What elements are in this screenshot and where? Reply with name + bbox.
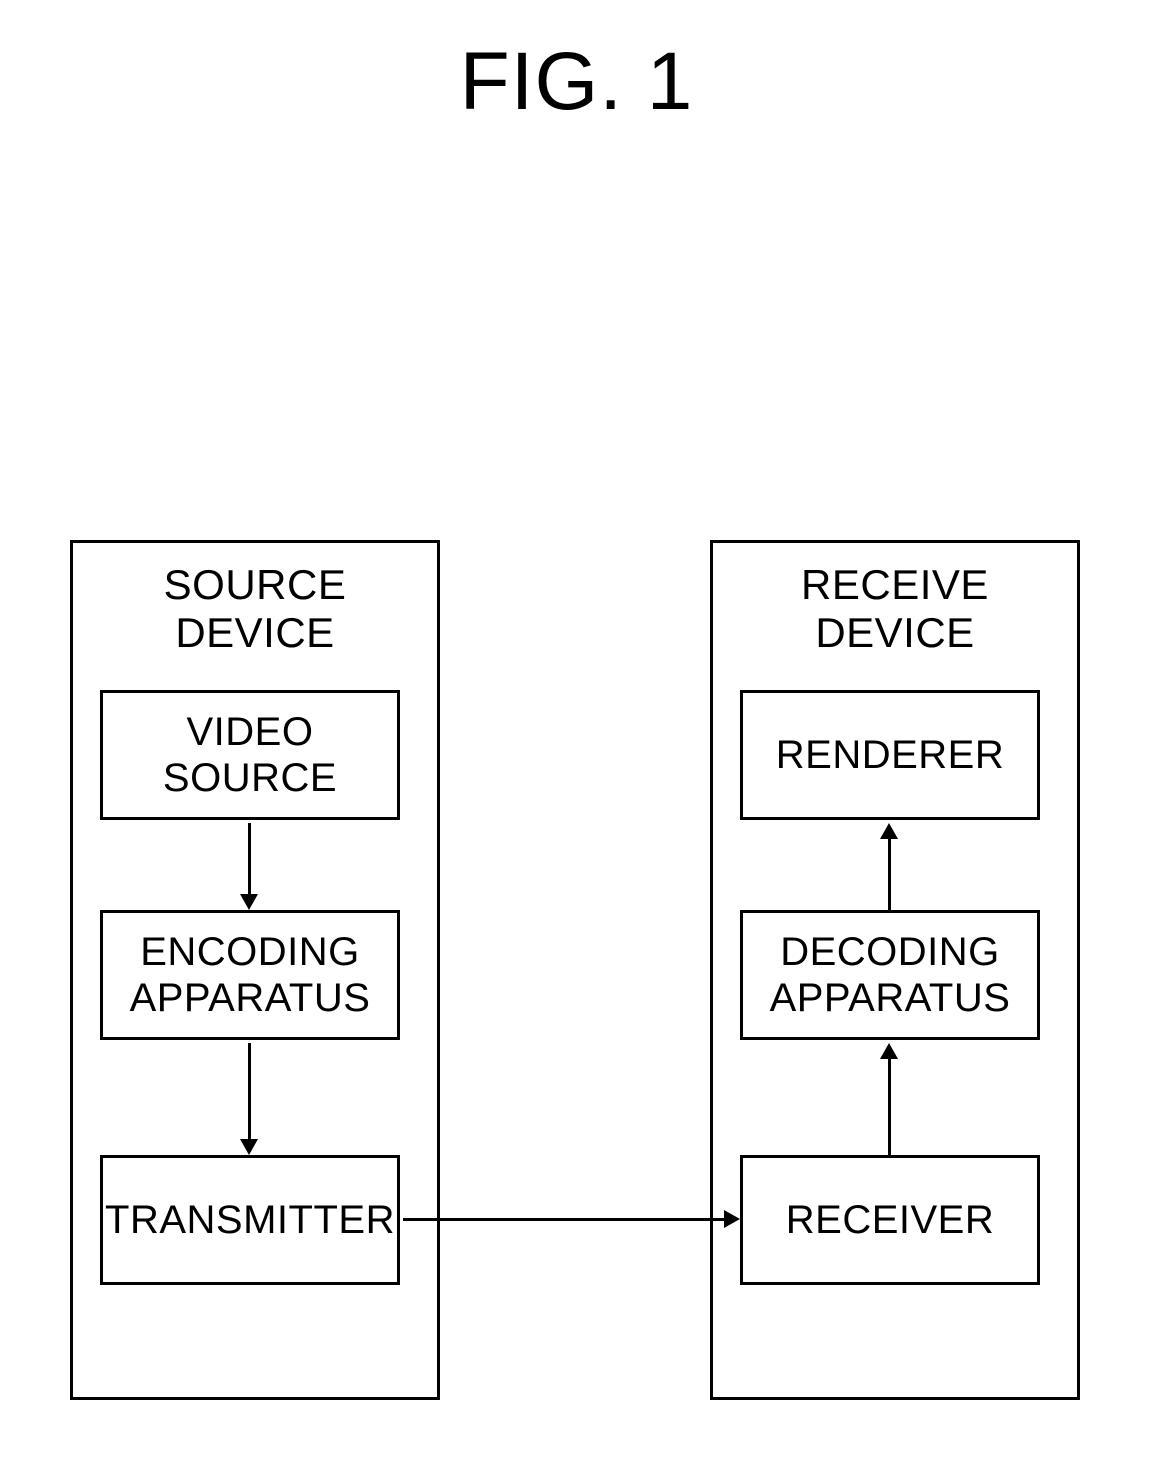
receive-device-title: RECEIVE DEVICE	[713, 543, 1077, 658]
diagram-container: SOURCE DEVICE RECEIVE DEVICE VIDEO SOURC…	[70, 540, 1085, 1430]
decoding-block: DECODING APPARATUS	[740, 910, 1040, 1040]
arrow-decoding-renderer	[888, 838, 891, 910]
arrow-encoding-transmitter	[248, 1043, 251, 1140]
source-device-title-line2: DEVICE	[175, 609, 334, 656]
receive-device-title-line2: DEVICE	[815, 609, 974, 656]
receive-device-title-line1: RECEIVE	[801, 561, 989, 608]
source-device-title-line1: SOURCE	[164, 561, 347, 608]
renderer-label: RENDERER	[776, 732, 1004, 778]
video-source-block: VIDEO SOURCE	[100, 690, 400, 820]
receiver-block: RECEIVER	[740, 1155, 1040, 1285]
renderer-block: RENDERER	[740, 690, 1040, 820]
encoding-label-line2: APPARATUS	[130, 976, 371, 1020]
source-device-title: SOURCE DEVICE	[73, 543, 437, 658]
arrow-head-videosource-encoding	[240, 894, 258, 910]
arrow-head-transmitter-receiver	[724, 1210, 740, 1228]
arrow-head-encoding-transmitter	[240, 1139, 258, 1155]
encoding-block: ENCODING APPARATUS	[100, 910, 400, 1040]
figure-title: FIG. 1	[0, 35, 1153, 129]
receiver-label: RECEIVER	[786, 1197, 995, 1243]
arrow-head-receiver-decoding	[880, 1043, 898, 1059]
arrow-receiver-decoding	[888, 1058, 891, 1155]
encoding-label-line1: ENCODING	[140, 930, 360, 974]
decoding-label-line1: DECODING	[780, 930, 1000, 974]
transmitter-block: TRANSMITTER	[100, 1155, 400, 1285]
arrow-videosource-encoding	[248, 823, 251, 895]
arrow-head-decoding-renderer	[880, 823, 898, 839]
transmitter-label: TRANSMITTER	[105, 1197, 395, 1243]
video-source-label-line1: VIDEO	[187, 710, 314, 754]
decoding-label-line2: APPARATUS	[770, 976, 1011, 1020]
video-source-label-line2: SOURCE	[163, 756, 337, 800]
arrow-transmitter-receiver	[403, 1218, 725, 1221]
